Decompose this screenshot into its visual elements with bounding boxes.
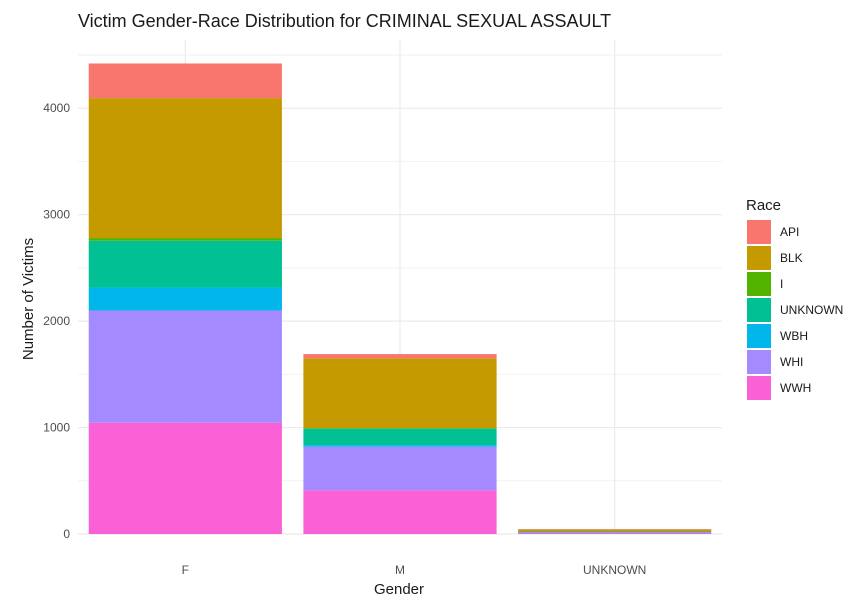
bar-segment-M-I — [303, 428, 497, 429]
bar-segment-F-WHI — [88, 310, 282, 423]
legend-label: WWH — [780, 381, 811, 395]
y-axis-title: Number of Victims — [20, 238, 37, 360]
x-axis-title: Gender — [374, 581, 424, 598]
x-tick-label: M — [395, 563, 405, 577]
y-tick-label: 1000 — [43, 421, 70, 435]
bar-segment-UNKNOWN-API — [518, 529, 712, 530]
legend-swatch-WWH — [747, 376, 771, 400]
bar-segment-M-WBH — [303, 445, 497, 447]
legend-label: WBH — [780, 329, 808, 343]
legend: Race API BLK I UNKNOWN WBH WHI WWH — [746, 197, 843, 400]
legend-label: WHI — [780, 355, 803, 369]
bar-segment-M-API — [303, 354, 497, 359]
x-tick-label: UNKNOWN — [583, 563, 646, 577]
bar-segment-F-WWH — [88, 422, 282, 534]
bar-segment-UNKNOWN-UNKNOWN — [518, 531, 712, 533]
y-tick-label: 0 — [63, 527, 70, 541]
x-axis-ticks: F M UNKNOWN — [182, 563, 647, 577]
x-tick-label: F — [182, 563, 189, 577]
bar-segment-F-UNKNOWN — [88, 240, 282, 288]
y-axis-ticks: 0 1000 2000 3000 4000 — [43, 101, 70, 541]
bar-segment-M-WHI — [303, 446, 497, 491]
legend-swatch-WHI — [747, 350, 771, 374]
bar-segment-F-API — [88, 63, 282, 99]
legend-title: Race — [746, 197, 781, 214]
legend-label: BLK — [780, 251, 803, 265]
bar-segment-F-BLK — [88, 98, 282, 239]
bar-segment-M-UNKNOWN — [303, 428, 497, 446]
bar-segment-UNKNOWN-WBH — [518, 531, 712, 533]
bar-segment-M-BLK — [303, 358, 497, 429]
bars — [88, 63, 712, 534]
legend-label: I — [780, 277, 783, 291]
y-tick-label: 4000 — [43, 101, 70, 115]
bar-segment-UNKNOWN-BLK — [518, 529, 712, 532]
y-tick-label: 3000 — [43, 208, 70, 222]
chart-title: Victim Gender-Race Distribution for CRIM… — [78, 11, 611, 31]
y-tick-label: 2000 — [43, 314, 70, 328]
legend-swatch-UNKNOWN — [747, 298, 771, 322]
legend-swatch-API — [747, 220, 771, 244]
legend-swatch-BLK — [747, 246, 771, 270]
legend-swatch-I — [747, 272, 771, 296]
bar-segment-F-WBH — [88, 287, 282, 311]
legend-label: UNKNOWN — [780, 303, 843, 317]
bar-segment-F-I — [88, 238, 282, 241]
legend-label: API — [780, 225, 799, 239]
bar-segment-M-WWH — [303, 490, 497, 534]
bar-segment-UNKNOWN-WWH — [518, 532, 712, 534]
legend-swatch-WBH — [747, 324, 771, 348]
